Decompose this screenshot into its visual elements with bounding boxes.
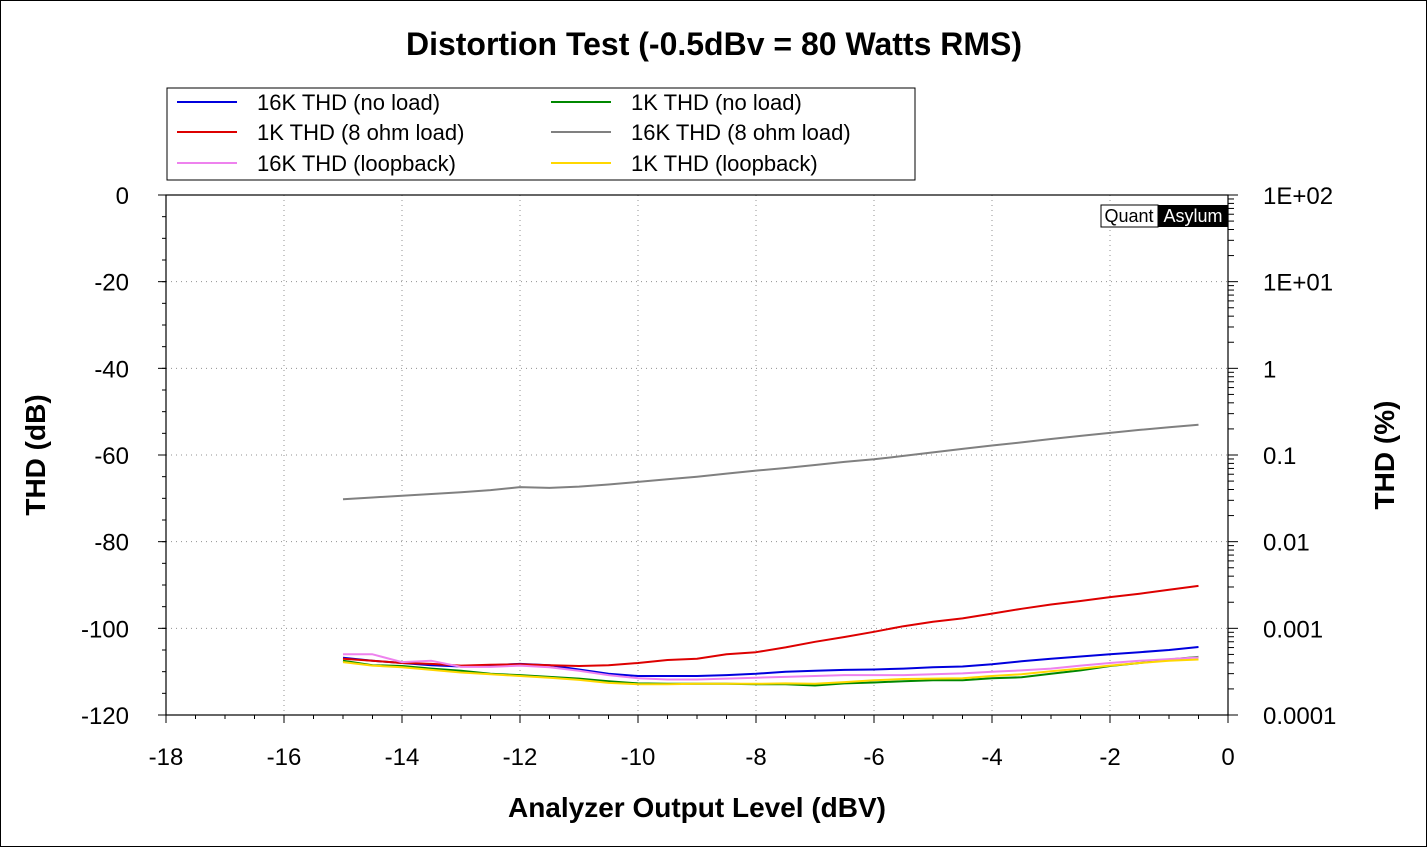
series-line-3: [342, 423, 1199, 501]
x-tick-label: -12: [503, 744, 538, 771]
x-tick-label: -14: [385, 744, 420, 771]
y2-tick-label: 1E+01: [1263, 270, 1333, 297]
y-tick-label: -20: [94, 270, 129, 297]
series-line-5: [342, 658, 1199, 686]
legend-box: [166, 87, 916, 181]
y-tick-label: -120: [81, 703, 129, 730]
legend-label: 16K THD (8 ohm load): [631, 120, 851, 145]
y-axis-label: THD (dB): [20, 394, 51, 515]
y-tick-label: 0: [116, 183, 129, 210]
grid: [166, 195, 1228, 715]
x-tick-label: 0: [1221, 744, 1234, 771]
legend-label: 16K THD (loopback): [257, 151, 456, 176]
y-tick-label: -40: [94, 356, 129, 383]
x-tick-label: -4: [981, 744, 1002, 771]
legend-label: 1K THD (loopback): [631, 151, 818, 176]
x-tick-label: -6: [863, 744, 884, 771]
x-axis: -18 -16 -14 -12 -10 -8 -6 -4 -2 0: [149, 715, 1235, 771]
y-axis-left: 0 -20 -40 -60 -80 -100 -120: [81, 183, 166, 730]
watermark-right-box: [1158, 205, 1228, 227]
x-tick-label: -18: [149, 744, 184, 771]
legend-label: 1K THD (8 ohm load): [257, 120, 464, 145]
y-tick-label: -100: [81, 616, 129, 643]
watermark-left-text: Quant: [1104, 206, 1153, 226]
x-tick-label: -8: [745, 744, 766, 771]
y-tick-label: -80: [94, 530, 129, 557]
watermark-right-text: Asylum: [1163, 206, 1222, 226]
y2-tick-label: 0.001: [1263, 616, 1323, 643]
y2-tick-label: 0.1: [1263, 443, 1296, 470]
y-tick-label: -60: [94, 443, 129, 470]
y2-tick-label: 1: [1263, 356, 1276, 383]
chart-title: Distortion Test (-0.5dBv = 80 Watts RMS): [406, 26, 1022, 62]
x-axis-label: Analyzer Output Level (dBV): [508, 792, 886, 823]
y2-tick-label: 0.0001: [1263, 703, 1336, 730]
x-tick-label: -10: [621, 744, 656, 771]
y2-axis-label: THD (%): [1369, 401, 1400, 510]
y-axis-right: 1E+02 1E+01 1 0.1 0.01 0.001 0.0001: [1228, 183, 1336, 730]
x-tick-label: -2: [1099, 744, 1120, 771]
series-line-2: [342, 584, 1199, 667]
y2-tick-label: 1E+02: [1263, 183, 1333, 210]
legend: 16K THD (no load) 1K THD (no load) 1K THD …: [166, 87, 916, 181]
x-tick-label: -16: [267, 744, 302, 771]
y2-tick-label: 0.01: [1263, 530, 1310, 557]
series-group: [342, 423, 1199, 687]
series-line-4: [343, 653, 1199, 681]
series-line-1: [342, 655, 1199, 687]
legend-label: 1K THD (no load): [631, 90, 802, 115]
legend-label: 16K THD (no load): [257, 90, 440, 115]
watermark: Quant Asylum: [1100, 204, 1228, 228]
